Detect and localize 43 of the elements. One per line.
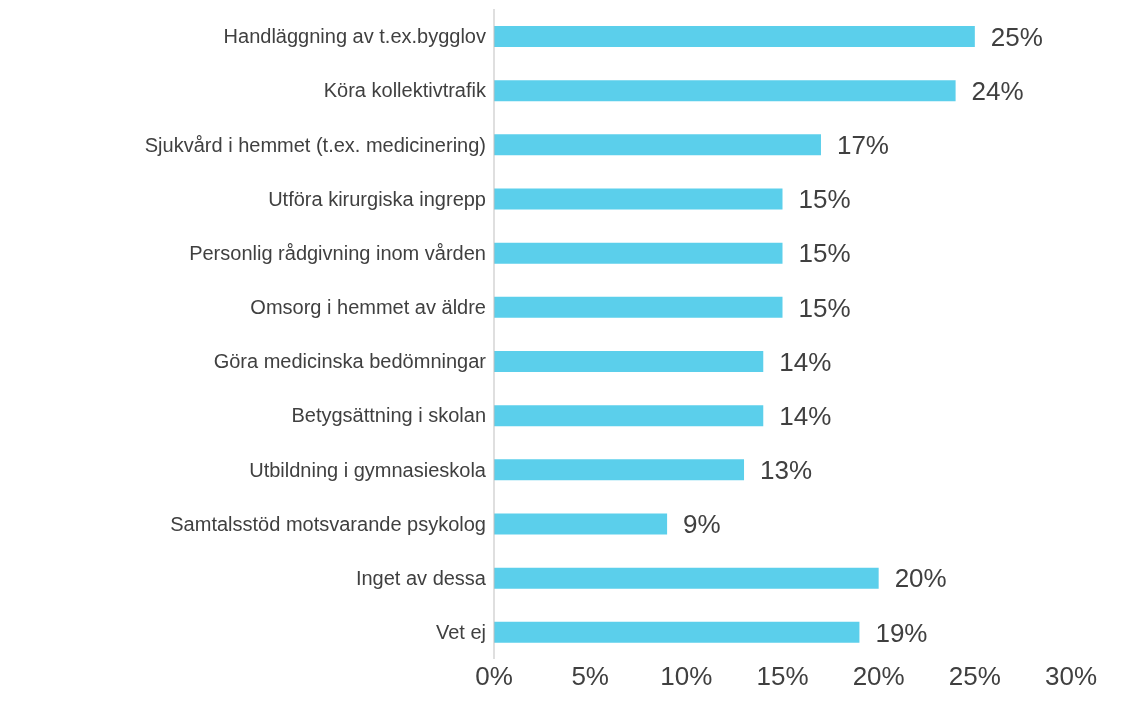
data-label: 25% bbox=[990, 21, 1043, 52]
data-label: 9% bbox=[683, 509, 721, 540]
data-label: 19% bbox=[875, 617, 928, 648]
y-tick-label: Sjukvård i hemmet (t.ex. medicinering) bbox=[144, 133, 486, 156]
data-label: 24% bbox=[971, 75, 1024, 106]
bar bbox=[494, 351, 764, 372]
x-tick-label: 15% bbox=[756, 661, 809, 692]
bar bbox=[494, 26, 975, 47]
data-label: 14% bbox=[779, 400, 832, 431]
y-tick-label: Göra medicinska bedömningar bbox=[213, 350, 487, 373]
data-label: 15% bbox=[798, 238, 851, 269]
data-label: 13% bbox=[760, 455, 813, 486]
bar bbox=[494, 513, 668, 535]
bar bbox=[494, 567, 879, 589]
y-tick-label: Utföra kirurgiska ingrepp bbox=[268, 187, 486, 210]
y-tick-label: Utbildning i gymnasieskola bbox=[249, 458, 487, 481]
data-label: 15% bbox=[798, 292, 851, 323]
x-tick-label: 25% bbox=[948, 661, 1001, 692]
bar bbox=[494, 134, 821, 156]
y-tick-label: Handläggning av t.ex.bygglov bbox=[223, 25, 486, 48]
data-label: 14% bbox=[779, 346, 832, 377]
y-tick-label: Köra kollektivtrafik bbox=[323, 79, 487, 102]
x-tick-label: 0% bbox=[475, 661, 513, 692]
x-tick-label: 10% bbox=[660, 661, 713, 692]
y-tick-label: Samtalsstöd motsvarande psykolog bbox=[170, 512, 486, 535]
bar bbox=[494, 80, 956, 102]
bar bbox=[494, 459, 745, 481]
x-tick-label: 20% bbox=[852, 661, 905, 692]
y-tick-label: Omsorg i hemmet av äldre bbox=[250, 296, 486, 319]
bar bbox=[494, 296, 783, 318]
data-label: 15% bbox=[798, 184, 851, 215]
bar bbox=[494, 621, 860, 643]
y-tick-label: Betygsättning i skolan bbox=[291, 404, 486, 427]
x-tick-label: 30% bbox=[1044, 661, 1098, 692]
bar bbox=[494, 242, 783, 264]
bar bbox=[494, 188, 783, 210]
y-tick-label: Inget av dessa bbox=[355, 566, 487, 589]
data-label: 17% bbox=[836, 130, 890, 161]
y-tick-label: Vet ej bbox=[435, 621, 486, 644]
y-tick-label: Personlig rådgivning inom vården bbox=[189, 241, 486, 264]
data-label: 20% bbox=[894, 563, 947, 594]
x-tick-label: 5% bbox=[571, 661, 609, 692]
bar bbox=[494, 405, 764, 427]
